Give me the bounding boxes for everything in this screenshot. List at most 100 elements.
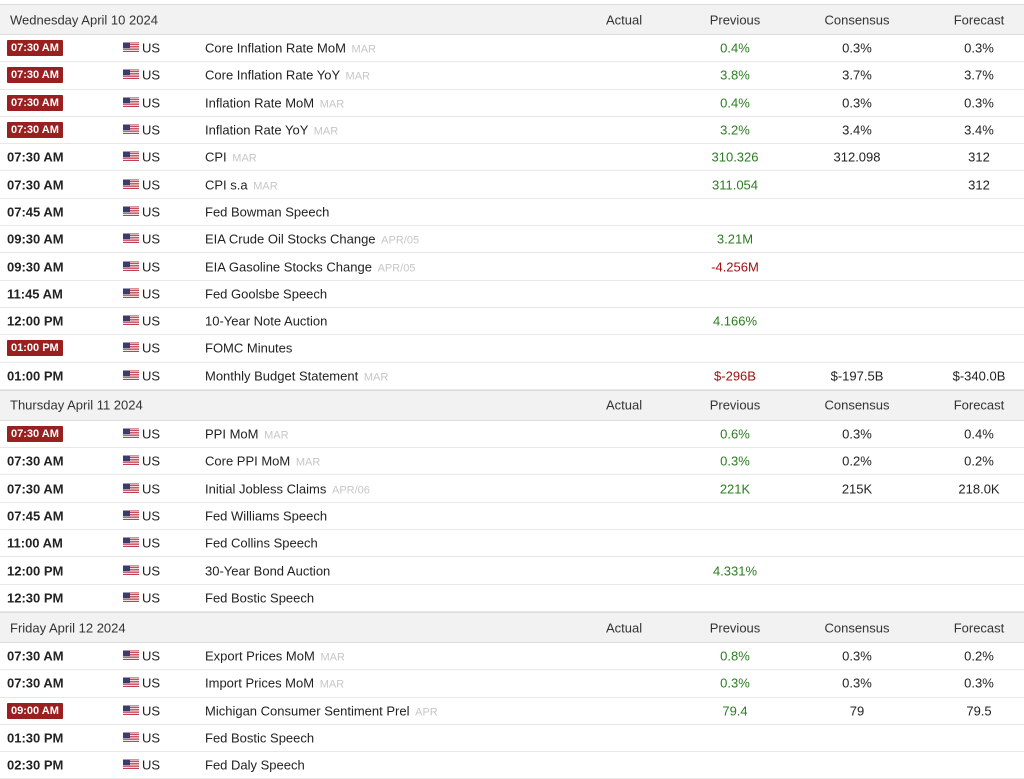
event-name: 30-Year Bond Auction <box>205 563 331 579</box>
event-country: US <box>142 453 161 469</box>
event-row[interactable]: 09:00 AM US Michigan Consumer Sentiment Pr… <box>0 697 1024 725</box>
event-row[interactable]: 07:30 AM US Inflation Rate MoM MAR 0.4% 0.3%… <box>0 89 1024 117</box>
event-name-link[interactable]: Fed Williams Speech <box>205 508 327 523</box>
event-name: Core Inflation Rate MoM <box>205 40 346 56</box>
event-name-link[interactable]: Import Prices MoM MAR <box>205 676 344 691</box>
event-row[interactable]: 01:30 PM US Fed Bostic Speech <box>0 724 1024 753</box>
event-time: 07:45 AM <box>7 508 64 524</box>
event-name-link[interactable]: Export Prices MoM MAR <box>205 649 345 664</box>
event-row[interactable]: 12:00 PM US 10-Year Note Auction 4.166% <box>0 308 1024 336</box>
event-row[interactable]: 07:30 AM US Import Prices MoM MAR 0.3% 0.3% 0… <box>0 670 1024 698</box>
event-name-link[interactable]: Monthly Budget Statement MAR <box>205 368 388 383</box>
event-row[interactable]: 07:30 AM US Export Prices MoM MAR 0.8% 0.3% 0… <box>0 643 1024 671</box>
event-row[interactable]: 01:00 PM US Monthly Budget Statement MAR $-… <box>0 362 1024 390</box>
column-header-previous: Previous <box>709 620 761 635</box>
event-name-link[interactable]: Michigan Consumer Sentiment Prel APR <box>205 703 438 718</box>
event-country: US <box>142 675 161 691</box>
event-time: 07:30 AM <box>7 481 64 497</box>
event-reference: MAR <box>232 152 257 165</box>
event-country: US <box>142 535 161 551</box>
event-forecast: 312 <box>968 177 990 193</box>
event-row[interactable]: 07:30 AM US PPI MoM MAR 0.6% 0.3% 0.4% <box>0 420 1024 449</box>
event-name: Fed Bostic Speech <box>205 590 315 606</box>
event-time: 09:00 AM <box>7 702 63 719</box>
event-name: Fed Collins Speech <box>205 535 318 551</box>
event-name-link[interactable]: Fed Daly Speech <box>205 758 305 773</box>
column-header-actual: Actual <box>606 397 643 413</box>
event-row[interactable]: 11:00 AM US Fed Collins Speech <box>0 530 1024 558</box>
us-flag-icon <box>123 537 139 549</box>
event-row[interactable]: 07:45 AM US Fed Bowman Speech <box>0 198 1024 227</box>
event-row[interactable]: 07:30 AM US Core PPI MoM MAR 0.3% 0.2% 0.2% <box>0 448 1024 476</box>
event-name: Fed Williams Speech <box>205 508 328 524</box>
event-name-link[interactable]: CPI s.a MAR <box>205 177 278 192</box>
event-name: Core Inflation Rate YoY <box>205 67 340 83</box>
event-name: Fed Bowman Speech <box>205 204 330 220</box>
us-flag-icon <box>123 759 139 771</box>
event-country: US <box>142 730 161 746</box>
event-time: 11:00 AM <box>7 535 63 551</box>
event-name-link[interactable]: Fed Collins Speech <box>205 536 318 551</box>
event-row[interactable]: 12:30 PM US Fed Bostic Speech <box>0 584 1024 612</box>
event-row[interactable]: 12:00 PM US 30-Year Bond Auction 4.331% <box>0 557 1024 585</box>
event-forecast: 79.5 <box>966 703 992 719</box>
day-date: Thursday April 11 2024 <box>10 397 143 413</box>
event-forecast: $-340.0B <box>952 368 1006 384</box>
event-name-link[interactable]: EIA Crude Oil Stocks Change APR/05 <box>205 232 419 247</box>
column-header-previous: Previous <box>709 397 761 413</box>
event-name-link[interactable]: Core Inflation Rate YoY MAR <box>205 68 370 83</box>
event-name-link[interactable]: Fed Bostic Speech <box>205 731 314 746</box>
event-time: 09:30 AM <box>7 259 64 275</box>
event-reference: MAR <box>319 98 345 111</box>
event-name-link[interactable]: PPI MoM MAR <box>205 427 289 442</box>
event-name-link[interactable]: Inflation Rate YoY MAR <box>205 123 338 138</box>
event-row[interactable]: 07:30 AM US CPI s.a MAR 311.054 312 <box>0 171 1024 199</box>
event-time: 07:30 AM <box>7 122 63 139</box>
event-country: US <box>142 368 161 384</box>
event-row[interactable]: 11:45 AM US Fed Goolsbe Speech <box>0 280 1024 308</box>
event-row[interactable]: 07:30 AM US Initial Jobless Claims APR/06 2… <box>0 475 1024 503</box>
event-name-link[interactable]: Core Inflation Rate MoM MAR <box>205 41 376 56</box>
event-row[interactable]: 07:30 AM US Core Inflation Rate YoY MAR 3.8… <box>0 62 1024 90</box>
event-row[interactable]: 07:30 AM US Inflation Rate YoY MAR 3.2% 3.4%… <box>0 116 1024 145</box>
event-row[interactable]: 09:30 AM US EIA Gasoline Stocks Change APR… <box>0 253 1024 281</box>
event-name-link[interactable]: FOMC Minutes <box>205 341 292 356</box>
event-consensus: 0.3% <box>842 95 872 111</box>
event-row[interactable]: 09:30 AM US EIA Crude Oil Stocks Change AP… <box>0 226 1024 254</box>
event-country: US <box>142 426 161 442</box>
event-previous: 0.4% <box>720 40 750 56</box>
event-name: Michigan Consumer Sentiment Prel <box>205 703 410 719</box>
event-name-link[interactable]: Core PPI MoM MAR <box>205 454 320 469</box>
event-time: 12:30 PM <box>7 590 64 606</box>
event-previous: 4.166% <box>712 313 758 329</box>
event-country: US <box>142 757 161 773</box>
day-header: Friday April 12 2024 Actual Previous Consen… <box>0 612 1024 643</box>
event-previous: 310.326 <box>711 149 759 165</box>
event-row[interactable]: 07:30 AM US Core Inflation Rate MoM MAR 0.4… <box>0 35 1024 63</box>
event-previous: 79.4 <box>722 703 748 719</box>
event-name-link[interactable]: CPI MAR <box>205 150 257 165</box>
event-previous: 4.331% <box>712 563 758 579</box>
event-name-link[interactable]: Fed Bowman Speech <box>205 204 329 219</box>
event-row[interactable]: 02:30 PM US Fed Daly Speech <box>0 752 1024 779</box>
event-previous: 3.2% <box>720 122 750 138</box>
event-name-link[interactable]: Initial Jobless Claims APR/06 <box>205 481 370 496</box>
event-name-link[interactable]: Inflation Rate MoM MAR <box>205 95 344 110</box>
event-row[interactable]: 07:45 AM US Fed Williams Speech <box>0 502 1024 531</box>
event-name-link[interactable]: Fed Goolsbe Speech <box>205 286 327 301</box>
event-consensus: $-197.5B <box>830 368 884 384</box>
us-flag-icon <box>123 288 139 300</box>
event-name-link[interactable]: EIA Gasoline Stocks Change APR/05 <box>205 259 415 274</box>
event-time: 07:30 AM <box>7 453 64 469</box>
column-header-actual: Actual <box>606 12 643 27</box>
event-name-link[interactable]: 30-Year Bond Auction <box>205 563 330 578</box>
event-name-link[interactable]: 10-Year Note Auction <box>205 314 327 329</box>
event-time: 07:30 AM <box>7 648 64 664</box>
event-name: Fed Bostic Speech <box>205 730 315 746</box>
event-country: US <box>142 204 161 220</box>
event-row[interactable]: 01:00 PM US FOMC Minutes <box>0 335 1024 363</box>
event-row[interactable]: 07:30 AM US CPI MAR 310.326 312.098 312 <box>0 144 1024 172</box>
event-name: Core PPI MoM <box>205 453 291 469</box>
event-name-link[interactable]: Fed Bostic Speech <box>205 590 314 605</box>
event-name: EIA Crude Oil Stocks Change <box>205 231 376 247</box>
